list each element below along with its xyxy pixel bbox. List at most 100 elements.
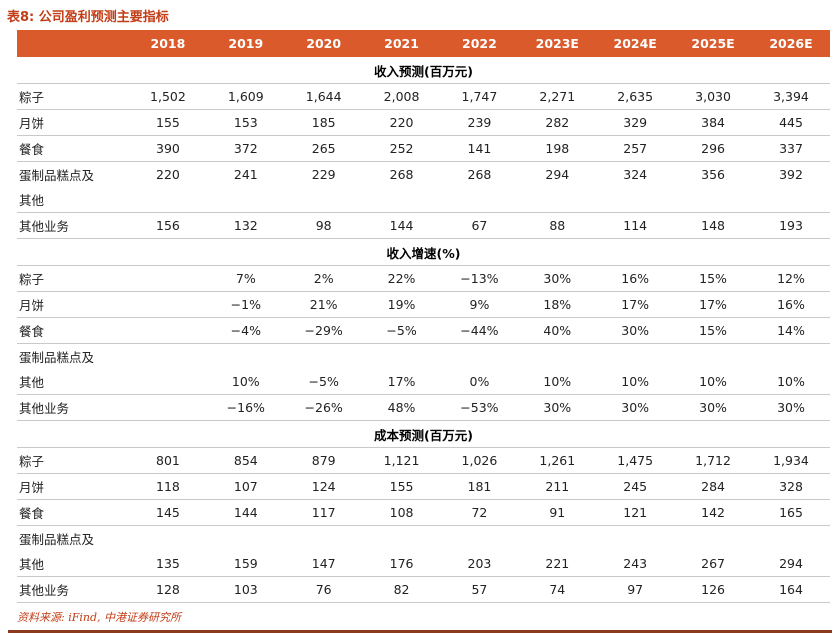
table-cell xyxy=(752,344,830,370)
table-cell xyxy=(674,187,752,213)
table-cell: 17% xyxy=(596,291,675,318)
row-label: 粽子 xyxy=(17,83,129,110)
table-cell: 854 xyxy=(206,447,285,474)
table-row: 粽子 801 854 879 1,121 1,026 1,261 1,475 1,712 1,93… xyxy=(17,447,830,474)
table-cell: 198 xyxy=(518,135,597,162)
table-cell: 48% xyxy=(362,394,441,421)
table-cell: 1,644 xyxy=(284,83,363,110)
table-cell: 267 xyxy=(674,551,752,577)
table-cell: −16% xyxy=(206,394,285,421)
table-row: 月饼 118 107 124 155 181 211 245 284 328 xyxy=(17,473,830,500)
table-cell: −4% xyxy=(206,317,285,344)
table-cell: 144 xyxy=(362,212,441,239)
table-cell: −13% xyxy=(440,265,519,292)
table-cell: 19% xyxy=(362,291,441,318)
table-cell: 148 xyxy=(674,212,752,239)
table-cell: 193 xyxy=(752,212,830,239)
row-label: 粽子 xyxy=(17,265,129,292)
source-note: 资料来源: iFind, 中港证券研究所 xyxy=(17,611,181,624)
row-label: 月饼 xyxy=(17,473,129,500)
row-label: 餐食 xyxy=(17,317,129,344)
table-cell: 7% xyxy=(206,265,285,292)
table-cell xyxy=(129,344,207,370)
table-row: 餐食 145 144 117 108 72 91 121 142 165 xyxy=(17,499,830,526)
table-cell xyxy=(596,344,674,370)
table-cell xyxy=(518,526,596,552)
table-cell xyxy=(752,187,830,213)
table-cell: 445 xyxy=(752,109,830,136)
table-cell: 76 xyxy=(284,576,363,603)
row-label: 月饼 xyxy=(17,109,129,136)
year-header: 2021 xyxy=(362,30,441,57)
table-cell: 372 xyxy=(206,135,285,162)
table-cell: 135 xyxy=(129,551,207,577)
table-cell: 296 xyxy=(674,135,752,162)
table-cell: 203 xyxy=(440,551,519,577)
table-row: 其他业务 −16% −26% 48% −53% 30% 30% 30% 30% xyxy=(17,394,830,421)
table-cell: 211 xyxy=(518,473,597,500)
table-cell: 17% xyxy=(362,369,441,395)
table-cell xyxy=(129,369,207,395)
table-row: 餐食 −4% −29% −5% −44% 40% 30% 15% 14% xyxy=(17,317,830,344)
table-cell xyxy=(284,187,363,213)
table-cell: 30% xyxy=(518,394,597,421)
table-cell: 3,394 xyxy=(752,83,830,110)
table-cell: 257 xyxy=(596,135,675,162)
table-row: 其他 10% −5% 17% 0% 10% 10% 10% 10% xyxy=(17,369,830,395)
table-cell: 268 xyxy=(467,167,492,182)
table-cell: 14% xyxy=(752,317,830,344)
table-cell: 252 xyxy=(362,135,441,162)
table-cell: 16% xyxy=(752,291,830,318)
table-cell: 220 xyxy=(362,109,441,136)
table-cell: 142 xyxy=(674,499,752,526)
table-cell: −53% xyxy=(440,394,519,421)
table-cell xyxy=(674,344,752,370)
section-header: 成本预测(百万元) xyxy=(17,420,830,448)
table-cell: 30% xyxy=(518,265,597,292)
row-label: 蛋制品糕点及 xyxy=(19,350,95,365)
table-cell: 176 xyxy=(362,551,441,577)
table-cell: 72 xyxy=(440,499,519,526)
table-cell: 144 xyxy=(206,499,285,526)
table-cell xyxy=(129,265,207,292)
table-cell: 1,934 xyxy=(752,447,830,474)
table-cell: 30% xyxy=(674,394,752,421)
table-cell xyxy=(441,344,519,370)
table-cell: −29% xyxy=(284,317,363,344)
table-cell xyxy=(363,526,441,552)
table-cell xyxy=(752,526,830,552)
table-cell: 153 xyxy=(206,109,285,136)
table-cell: 282 xyxy=(518,109,597,136)
table-cell: 1,121 xyxy=(362,447,441,474)
table-cell: 10% xyxy=(206,369,285,395)
table-cell: 3,030 xyxy=(674,83,752,110)
table-cell: 15% xyxy=(674,265,752,292)
table-cell: 1,475 xyxy=(596,447,675,474)
table-cell: 67 xyxy=(440,212,519,239)
table-cell: 128 xyxy=(129,576,207,603)
table-row: 其他业务 128 103 76 82 57 74 97 126 164 xyxy=(17,576,830,603)
corner-cell xyxy=(17,30,129,57)
row-label: 其他业务 xyxy=(17,576,129,603)
table-cell: 82 xyxy=(362,576,441,603)
table-cell xyxy=(206,187,285,213)
table-row: 月饼 155 153 185 220 239 282 329 384 445 xyxy=(17,109,830,136)
table-cell: 1,502 xyxy=(129,83,207,110)
table-cell: 243 xyxy=(596,551,675,577)
table-cell: 147 xyxy=(284,551,363,577)
table-row: 月饼 −1% 21% 19% 9% 18% 17% 17% 16% xyxy=(17,291,830,318)
table-cell: 155 xyxy=(362,473,441,500)
table-cell: 181 xyxy=(440,473,519,500)
year-header: 2018 xyxy=(129,30,207,57)
table-cell: 141 xyxy=(440,135,519,162)
table-cell: 337 xyxy=(752,135,830,162)
year-header-row: 2018 2019 2020 2021 2022 2023E 2024E 2025E 2026E xyxy=(17,30,830,57)
section-header-row: 收入增速(%) xyxy=(17,238,830,266)
table-cell: 10% xyxy=(752,369,830,395)
table-row: 其他 xyxy=(17,187,830,213)
table-cell xyxy=(207,344,285,370)
table-cell xyxy=(440,187,519,213)
row-label: 其他业务 xyxy=(17,394,129,421)
table-cell: 108 xyxy=(362,499,441,526)
table-cell: 117 xyxy=(284,499,363,526)
